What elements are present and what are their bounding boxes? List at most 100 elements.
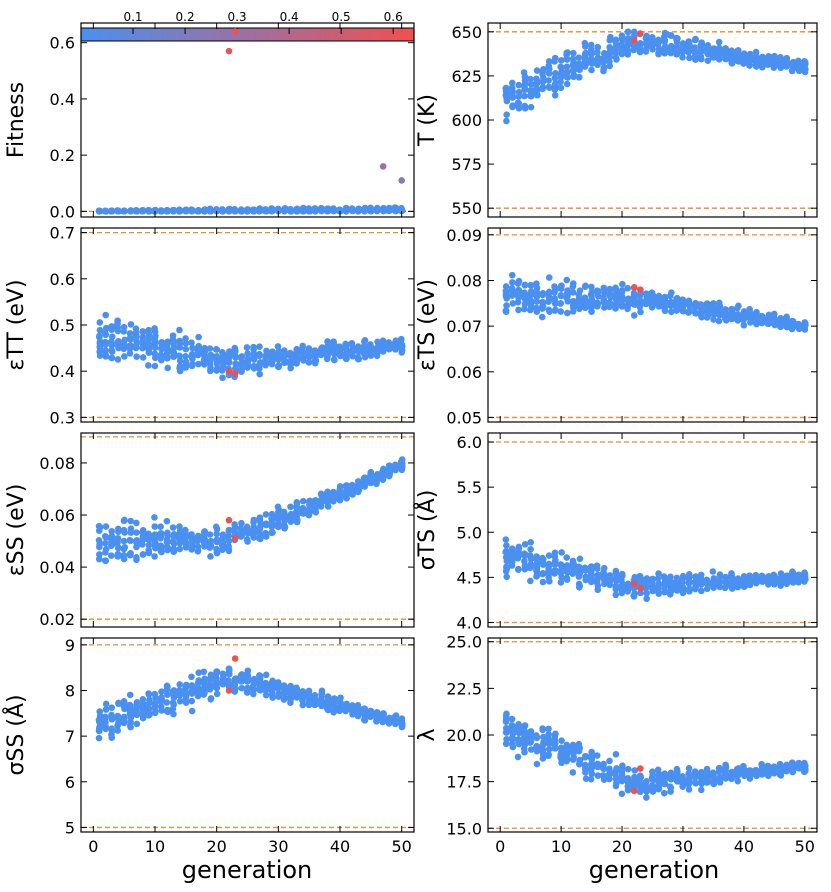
data-point [624, 295, 632, 303]
data-point [392, 720, 400, 727]
data-point [225, 354, 233, 362]
data-point [176, 207, 184, 214]
data-point [606, 581, 614, 589]
data-point [287, 682, 294, 690]
data-point [606, 43, 614, 51]
data-point [158, 356, 165, 364]
data-point [759, 63, 766, 71]
highlight-point [637, 286, 644, 293]
data-point [533, 563, 540, 571]
data-point [747, 314, 754, 322]
data-point [575, 54, 583, 62]
data-point [354, 354, 362, 361]
data-point [114, 551, 122, 558]
data-point [521, 541, 529, 548]
data-point [655, 779, 663, 787]
data-point [281, 359, 288, 367]
data-point [508, 715, 516, 723]
xlabel-left: generation [182, 856, 313, 884]
data-point [367, 475, 375, 483]
data-point [225, 532, 232, 540]
data-point [545, 70, 553, 77]
data-point [563, 554, 571, 561]
x-tick-label: 50 [391, 837, 411, 856]
data-point [594, 289, 602, 296]
data-point [777, 580, 785, 587]
data-point [692, 56, 699, 63]
data-point [777, 319, 784, 326]
axes-frame [487, 432, 818, 628]
data-point [324, 503, 332, 510]
data-point [96, 326, 104, 334]
data-point [801, 326, 809, 333]
data-point [127, 321, 135, 328]
data-point [728, 580, 736, 587]
data-point [533, 67, 541, 74]
data-point [630, 42, 638, 49]
data-point [540, 74, 547, 82]
data-point [503, 573, 510, 581]
y-axis-label: Fitness [4, 82, 29, 158]
data-point [581, 300, 589, 307]
points-eps_ts [502, 271, 809, 333]
data-point [200, 207, 208, 214]
data-point [502, 307, 510, 314]
data-point [324, 700, 332, 708]
data-point [120, 517, 128, 525]
x-tick-label: 50 [795, 837, 815, 856]
data-point [654, 766, 662, 774]
data-point [630, 296, 638, 303]
data-point [502, 712, 510, 720]
y-axis-label: T (K) [415, 94, 440, 147]
data-point [220, 674, 227, 682]
data-point [563, 55, 570, 62]
data-point [238, 519, 245, 527]
data-point [349, 488, 356, 496]
data-point [120, 323, 128, 331]
highlight-point [231, 28, 239, 35]
data-point [250, 675, 258, 683]
y-tick-label: 650 [451, 23, 482, 42]
data-point [219, 531, 227, 538]
y-tick-label: 0.4 [50, 90, 75, 109]
data-point [373, 476, 381, 484]
data-point [728, 585, 736, 592]
x-tick-label: 30 [673, 837, 693, 856]
data-point [176, 357, 184, 365]
data-point [96, 551, 103, 558]
data-point [108, 208, 115, 215]
data-point [182, 688, 189, 696]
data-point [546, 84, 553, 91]
data-point [551, 561, 559, 568]
data-point [715, 776, 723, 784]
data-point [182, 353, 189, 360]
data-point [269, 529, 276, 536]
data-point [157, 542, 165, 549]
data-point [257, 359, 264, 366]
data-point [508, 721, 516, 729]
data-point [268, 360, 276, 368]
data-point [551, 92, 559, 99]
data-point [342, 355, 350, 363]
data-point [115, 528, 122, 535]
data-point [539, 733, 547, 741]
data-point [739, 768, 747, 775]
data-point [361, 338, 368, 345]
data-point [728, 305, 735, 313]
y-axis-label: σSS (Å) [2, 694, 29, 775]
data-point [275, 348, 283, 355]
data-point [170, 533, 178, 541]
y-tick-label: 0.6 [50, 270, 75, 289]
data-point [250, 518, 257, 526]
data-point [126, 536, 134, 544]
data-point [740, 583, 748, 590]
data-point [213, 549, 221, 557]
data-point [102, 338, 109, 346]
data-point [121, 529, 128, 536]
data-point [557, 751, 565, 758]
data-point [392, 339, 399, 346]
data-point [515, 287, 523, 294]
data-point [225, 546, 232, 553]
data-point [692, 573, 700, 580]
data-point [139, 328, 147, 335]
